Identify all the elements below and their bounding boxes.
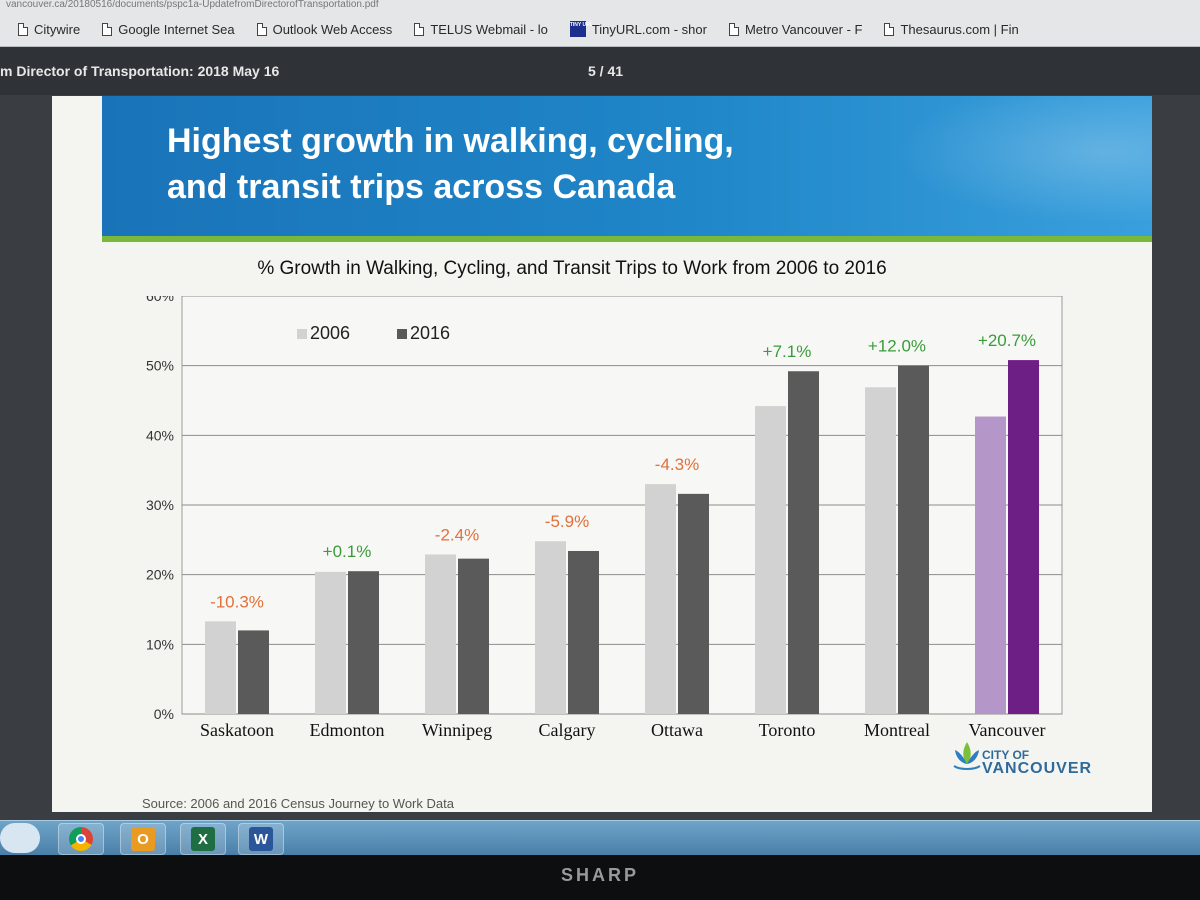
monitor-brand: SHARP bbox=[560, 865, 639, 885]
bar-2016-montreal bbox=[898, 365, 929, 714]
x-tick-label: Saskatoon bbox=[200, 720, 274, 740]
legend-swatch-2016 bbox=[397, 329, 407, 339]
tinyurl-icon: TINY URL bbox=[569, 21, 593, 37]
growth-annotation: +20.7% bbox=[978, 331, 1036, 350]
bookmark-item[interactable]: Metro Vancouver - F bbox=[728, 21, 863, 37]
growth-annotation: +7.1% bbox=[763, 342, 812, 361]
taskbar-app-chrome[interactable] bbox=[58, 823, 104, 855]
excel-icon: X bbox=[191, 827, 215, 851]
bar-2016-winnipeg bbox=[458, 558, 489, 714]
banner-decoration bbox=[862, 96, 1152, 236]
taskbar-app-excel[interactable]: X bbox=[180, 823, 226, 855]
bar-2016-saskatoon bbox=[238, 630, 269, 714]
logo-line2: VANCOUVER bbox=[982, 760, 1093, 777]
pdf-toolbar: m Director of Transportation: 2018 May 1… bbox=[0, 47, 1200, 95]
bar-2016-ottawa bbox=[678, 493, 709, 714]
bar-chart: 0% 10% 20% 30% 40% 50% 60% Saskatoon -10.3% Edmon… bbox=[146, 296, 1063, 740]
bar-2016-calgary bbox=[568, 550, 599, 714]
bookmark-label: Thesaurus.com | Fin bbox=[900, 21, 1019, 37]
legend-label: 2016 bbox=[410, 323, 450, 343]
bookmark-label: Google Internet Sea bbox=[118, 21, 235, 37]
page-icon bbox=[18, 22, 28, 36]
bookmark-label: TinyURL.com - shor bbox=[591, 21, 707, 37]
bar-2006-saskatoon bbox=[205, 621, 236, 714]
taskbar: O X W bbox=[0, 820, 1200, 855]
y-tick-label: 50% bbox=[146, 358, 174, 374]
growth-annotation: -10.3% bbox=[210, 592, 264, 611]
x-tick-label: Winnipeg bbox=[422, 720, 492, 740]
source-note: Source: 2006 and 2016 Census Journey to … bbox=[142, 796, 454, 811]
page-icon bbox=[414, 22, 425, 36]
chart-title: % Growth in Walking, Cycling, and Transi… bbox=[257, 258, 887, 279]
y-tick-label: 0% bbox=[154, 706, 174, 722]
bar-2016-toronto bbox=[788, 371, 819, 714]
bookmark-label: Outlook Web Access bbox=[272, 21, 393, 37]
page-icon bbox=[102, 22, 113, 36]
growth-annotation: -5.9% bbox=[545, 512, 589, 531]
y-tick-label: 30% bbox=[146, 497, 174, 513]
flower-logo-icon bbox=[953, 742, 981, 770]
growth-annotation: -4.3% bbox=[655, 455, 699, 474]
bar-2006-calgary bbox=[535, 541, 566, 714]
taskbar-app-outlook[interactable]: O bbox=[120, 823, 166, 855]
logo-line1: CITY OF bbox=[982, 748, 1030, 762]
monitor-bezel: SHARP bbox=[0, 855, 1200, 900]
x-tick-label: Edmonton bbox=[310, 720, 385, 740]
url-fragment[interactable]: vancouver.ca/20180516/documents/pspc1a-U… bbox=[6, 0, 379, 10]
bookmark-list: Citywire Google Internet Sea Outlook Web A… bbox=[0, 18, 1200, 40]
bar-2016-edmonton bbox=[348, 571, 379, 714]
bar-2006-toronto bbox=[755, 406, 786, 714]
slide-title-line2: and transit trips across Canada bbox=[167, 168, 676, 206]
city-of-vancouver-logo: CITY OF VANCOUVER bbox=[950, 736, 1100, 812]
legend-swatch-2006 bbox=[297, 329, 307, 339]
page-icon bbox=[728, 22, 739, 36]
y-tick-label: 60% bbox=[146, 296, 174, 304]
bookmark-label: Metro Vancouver - F bbox=[744, 21, 863, 37]
x-tick-label: Vancouver bbox=[969, 720, 1046, 740]
bar-2006-ottawa bbox=[645, 484, 676, 714]
bar-2006-winnipeg bbox=[425, 554, 456, 714]
bar-2016-vancouver bbox=[1008, 360, 1039, 714]
chrome-icon bbox=[69, 827, 93, 851]
bookmark-item[interactable]: Outlook Web Access bbox=[256, 21, 393, 37]
bookmark-item[interactable]: TINY URL TinyURL.com - shor bbox=[569, 21, 707, 37]
document-title: m Director of Transportation: 2018 May 1… bbox=[0, 63, 280, 79]
bookmarks-bar: vancouver.ca/20180516/documents/pspc1a-U… bbox=[0, 0, 1200, 47]
bookmark-item[interactable]: TELUS Webmail - lo bbox=[414, 22, 548, 37]
bar-2006-montreal bbox=[865, 387, 896, 714]
legend-label: 2006 bbox=[310, 323, 350, 343]
bar-2006-edmonton bbox=[315, 571, 346, 714]
page-icon bbox=[884, 22, 895, 36]
x-tick-label: Montreal bbox=[864, 720, 930, 740]
y-tick-label: 20% bbox=[146, 567, 174, 583]
slide-title-line1: Highest growth in walking, cycling, bbox=[167, 122, 734, 160]
y-tick-label: 10% bbox=[146, 636, 174, 652]
slide-title: Highest growth in walking, cycling, and … bbox=[167, 118, 867, 210]
slide: Highest growth in walking, cycling, and … bbox=[52, 96, 1152, 812]
x-tick-label: Calgary bbox=[539, 720, 596, 740]
bookmark-label: TELUS Webmail - lo bbox=[430, 21, 548, 37]
bookmark-item[interactable]: Thesaurus.com | Fin bbox=[884, 21, 1019, 37]
growth-annotation: -2.4% bbox=[435, 525, 479, 544]
title-banner: Highest growth in walking, cycling, and … bbox=[102, 96, 1152, 242]
word-icon: W bbox=[249, 827, 273, 851]
y-tick-label: 40% bbox=[146, 427, 174, 443]
page-icon bbox=[256, 22, 267, 36]
bookmark-label: Citywire bbox=[34, 21, 81, 37]
outlook-icon: O bbox=[131, 827, 155, 851]
bookmark-item[interactable]: Google Internet Sea bbox=[102, 21, 235, 37]
bookmark-item[interactable]: Citywire bbox=[18, 22, 80, 37]
growth-annotation: +0.1% bbox=[323, 542, 372, 561]
growth-annotation: +12.0% bbox=[868, 337, 926, 356]
x-tick-label: Ottawa bbox=[651, 720, 703, 740]
bar-2006-vancouver bbox=[975, 416, 1006, 714]
start-button[interactable] bbox=[0, 823, 40, 853]
logo-text: CITY OF VANCOUVER bbox=[982, 748, 1093, 777]
page-indicator[interactable]: 5 / 41 bbox=[588, 63, 624, 79]
taskbar-app-word[interactable]: W bbox=[238, 823, 284, 855]
x-tick-label: Toronto bbox=[759, 720, 816, 740]
